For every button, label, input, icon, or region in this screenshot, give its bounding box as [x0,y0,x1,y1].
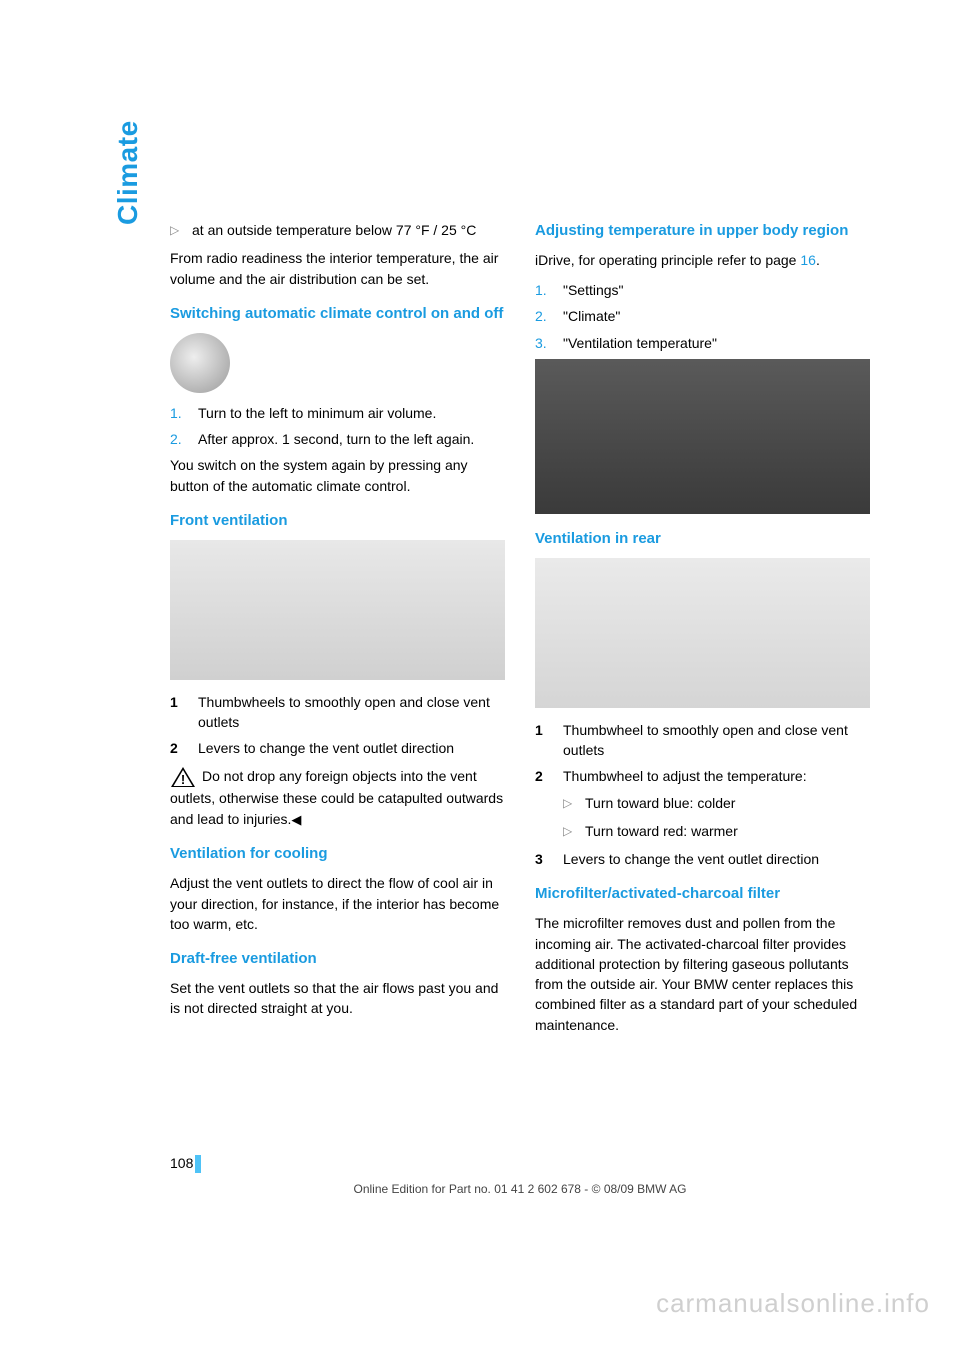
body-text: iDrive, for operating principle refer to… [535,250,870,270]
callout-number: 1 [170,692,198,733]
list-item: ▷ Turn toward red: warmer [535,821,870,841]
callout-number: 1 [535,720,563,761]
warning-icon: ! [170,766,196,788]
list-text: "Settings" [563,280,870,300]
list-item: 1 Thumbwheels to smoothly open and close… [170,692,505,733]
heading-upper-body: Adjusting temperature in upper body regi… [535,220,870,242]
list-item: 1 Thumbwheel to smoothly open and close … [535,720,870,761]
callout-text: Thumbwheels to smoothly open and close v… [198,692,505,733]
callout-text: Thumbwheel to adjust the temperature: [563,766,870,786]
text-span: . [816,252,820,268]
heading-ventilation-cooling: Ventilation for cooling [170,843,505,865]
heading-switching: Switching automatic climate control on a… [170,303,505,325]
list-number: 3. [535,333,563,353]
list-text: After approx. 1 second, turn to the left… [198,429,505,449]
end-marker-icon: ◀ [291,812,301,827]
callout-number: 2 [170,738,198,758]
bullet-text: Turn toward blue: colder [585,793,870,813]
list-item: 2. After approx. 1 second, turn to the l… [170,429,505,449]
footer-text: Online Edition for Part no. 01 41 2 602 … [353,1182,686,1196]
callout-text: Thumbwheel to smoothly open and close ve… [563,720,870,761]
warning-text: Do not drop any foreign objects into the… [170,768,503,826]
section-tab-climate: Climate [108,120,149,225]
callout-number: 2 [535,766,563,786]
list-item: 2 Thumbwheel to adjust the temperature: [535,766,870,786]
watermark: carmanualsonline.info [656,1285,930,1323]
body-text: Set the vent outlets so that the air flo… [170,978,505,1019]
list-number: 2. [170,429,198,449]
list-text: "Climate" [563,306,870,326]
heading-front-ventilation: Front ventilation [170,510,505,532]
text-span: iDrive, for operating principle refer to… [535,252,800,268]
bullet-text: Turn toward red: warmer [585,821,870,841]
heading-draft-free: Draft-free ventilation [170,948,505,970]
footer-line: Online Edition for Part no. 01 41 2 602 … [170,1181,870,1198]
list-item: 3 Levers to change the vent outlet direc… [535,849,870,869]
body-text: From radio readiness the interior temper… [170,248,505,289]
list-number: 1. [535,280,563,300]
idrive-screenshot [535,359,870,514]
page-number-bar-icon [195,1155,201,1173]
list-text: Turn to the left to minimum air volume. [198,403,505,423]
callout-text: Levers to change the vent outlet directi… [563,849,870,869]
triangle-icon: ▷ [563,821,585,841]
page-content: ▷ at an outside temperature below 77 °F … [120,220,870,1045]
triangle-icon: ▷ [563,793,585,813]
body-text: You switch on the system again by pressi… [170,455,505,496]
list-item: ▷ Turn toward blue: colder [535,793,870,813]
heading-microfilter: Microfilter/activated-charcoal filter [535,883,870,905]
list-item: 2. "Climate" [535,306,870,326]
list-number: 2. [535,306,563,326]
left-column: ▷ at an outside temperature below 77 °F … [120,220,505,1045]
warning-block: ! Do not drop any foreign objects into t… [170,766,505,829]
callout-number: 3 [535,849,563,869]
list-text: "Ventilation temperature" [563,333,870,353]
list-item: 1. "Settings" [535,280,870,300]
body-text: The microfilter removes dust and pollen … [535,913,870,1035]
callout-text: Levers to change the vent outlet directi… [198,738,505,758]
page-link[interactable]: 16 [800,252,816,268]
right-column: Adjusting temperature in upper body regi… [535,220,870,1045]
list-number: 1. [170,403,198,423]
list-item: 2 Levers to change the vent outlet direc… [170,738,505,758]
page-number: 108 [170,1153,201,1173]
heading-ventilation-rear: Ventilation in rear [535,528,870,550]
list-item: 1. Turn to the left to minimum air volum… [170,403,505,423]
rear-vent-illustration [535,558,870,708]
svg-text:!: ! [181,772,185,787]
list-item: 3. "Ventilation temperature" [535,333,870,353]
bullet-text: at an outside temperature below 77 °F / … [192,220,505,240]
list-item: ▷ at an outside temperature below 77 °F … [170,220,505,240]
triangle-icon: ▷ [170,220,192,240]
page-number-text: 108 [170,1155,193,1171]
dial-illustration [170,333,230,393]
body-text: Adjust the vent outlets to direct the fl… [170,873,505,934]
front-vent-illustration [170,540,505,680]
